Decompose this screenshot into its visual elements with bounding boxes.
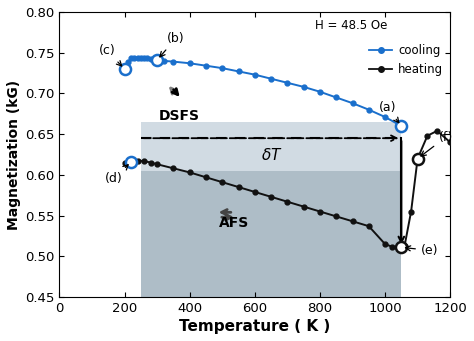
Bar: [141, 122, 401, 297]
Text: H = 48.5 Oe: H = 48.5 Oe: [315, 19, 388, 32]
Text: $\delta T$: $\delta T$: [261, 147, 283, 163]
Y-axis label: Magnetization (kG): Magnetization (kG): [7, 79, 21, 229]
Text: AFS: AFS: [219, 216, 249, 230]
Text: DSFS: DSFS: [159, 109, 200, 123]
Bar: [141, 171, 401, 297]
Text: (d): (d): [105, 165, 128, 185]
Text: (b): (b): [160, 32, 184, 57]
Text: (f): (f): [421, 131, 453, 156]
Text: (c): (c): [99, 44, 122, 66]
Legend: cooling, heating: cooling, heating: [364, 39, 448, 80]
Text: (a): (a): [379, 101, 399, 123]
X-axis label: Temperature ( K ): Temperature ( K ): [179, 319, 330, 334]
Text: (e): (e): [405, 244, 438, 257]
